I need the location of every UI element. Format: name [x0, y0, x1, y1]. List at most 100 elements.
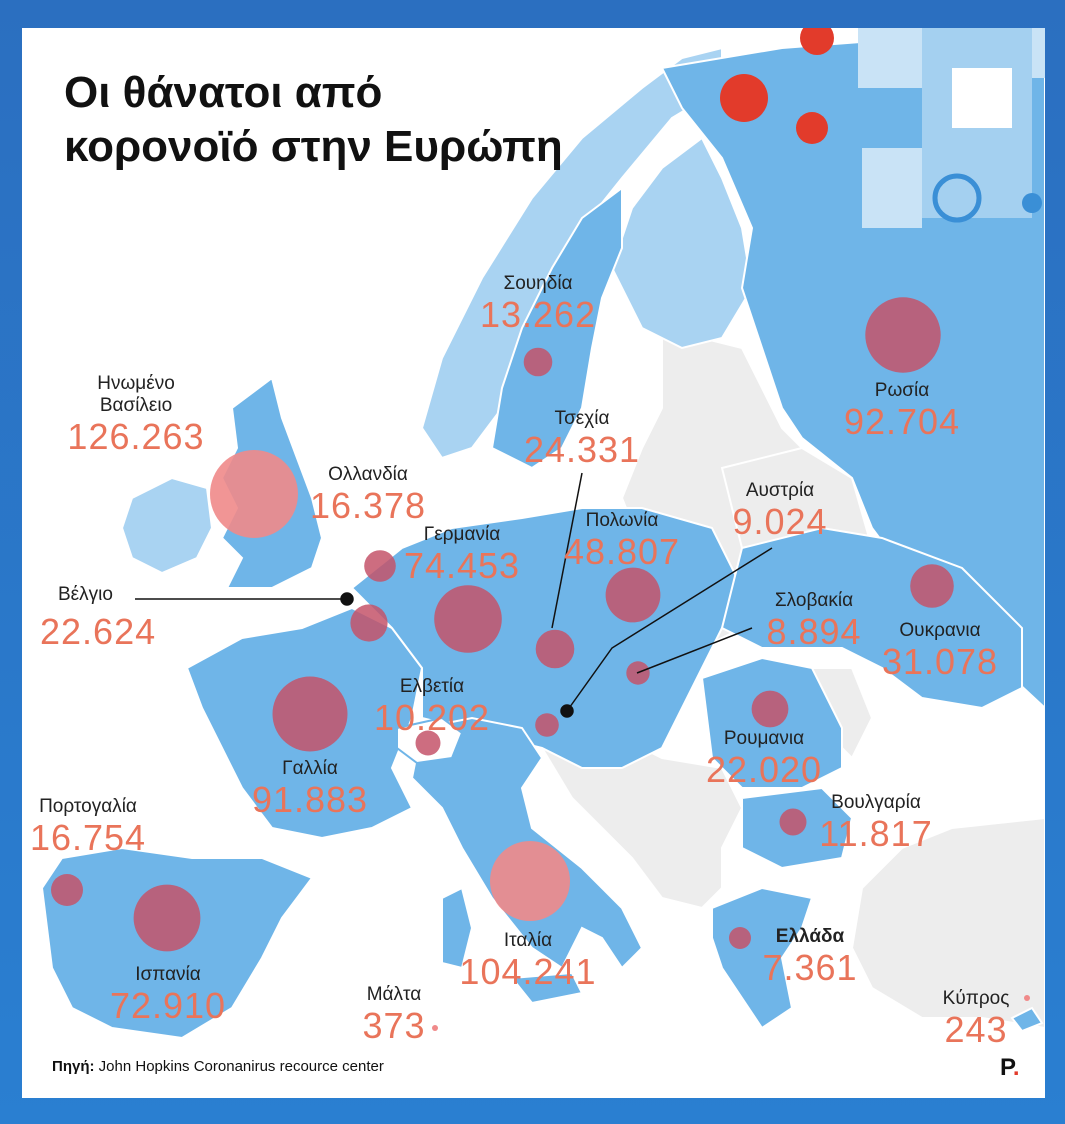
country-name-sweden: Σουηδία	[503, 273, 573, 294]
land-sardinia	[441, 886, 474, 970]
malta-dot	[432, 1025, 438, 1031]
deaths-italy: 104.241	[459, 951, 597, 992]
land-sicily	[510, 971, 584, 1005]
country-name-uk-line1: Ηνωμένο	[97, 373, 175, 394]
doctor-illustration	[858, 28, 1045, 228]
deaths-sweden: 13.262	[479, 294, 597, 335]
label-romania: Ρουμανια 22.020	[644, 728, 884, 790]
label-slovakia: Σλοβακία 8.894	[694, 590, 934, 652]
publisher-logo: P.	[1000, 1054, 1020, 1082]
bubble-ukraine	[910, 564, 954, 608]
land-greece	[711, 886, 814, 1030]
bubble-uk	[210, 450, 298, 538]
country-name-slovakia: Σλοβακία	[774, 590, 854, 611]
deaths-poland: 48.807	[563, 531, 681, 572]
bubble-greece	[729, 927, 751, 949]
label-germany: Γερμανία 74.453	[342, 524, 582, 586]
country-name-spain: Ισπανία	[135, 964, 201, 985]
country-name-ukraine: Ουκρανια	[899, 620, 981, 641]
land-light-ireland	[120, 476, 214, 575]
deaths-ukraine: 31.078	[881, 641, 999, 682]
source-text: John Hopkins Coronanirus recource center	[98, 1058, 384, 1075]
deaths-belgium: 22.624	[40, 611, 157, 652]
label-russia: Ρωσία 92.704	[782, 380, 1022, 442]
country-name-malta: Μάλτα	[366, 984, 422, 1005]
austria-leader-dot	[560, 704, 574, 718]
deaths-russia: 92.704	[843, 401, 961, 442]
label-ukraine: Ουκρανια 31.078	[820, 620, 1045, 682]
bubble-netherlands	[364, 550, 396, 582]
label-cyprus: Κύπρος 243	[856, 988, 1045, 1050]
bubble-russia	[865, 297, 941, 373]
deaths-spain: 72.910	[109, 985, 227, 1026]
label-netherlands: Ολλανδία 16.378	[248, 464, 488, 526]
slovakia-leader-line	[636, 627, 753, 674]
country-name-germany: Γερμανία	[423, 524, 501, 545]
country-name-austria: Αυστρία	[745, 480, 815, 501]
country-name-belgium: Βέλγιο	[58, 584, 113, 605]
country-name-uk-line2: Βασίλειο	[99, 395, 173, 416]
country-name-cyprus: Κύπρος	[942, 988, 1010, 1009]
land-cyprus	[1010, 1006, 1044, 1033]
bubble-bulgaria	[779, 808, 807, 836]
page-title: Οι θάνατοι από κορονοϊό στην Ευρώπη	[64, 66, 684, 174]
bubble-romania	[751, 690, 789, 728]
country-name-netherlands: Ολλανδία	[328, 464, 408, 485]
label-france: Γαλλία 91.883	[190, 758, 430, 820]
deaths-uk: 126.263	[67, 416, 205, 457]
deaths-slovakia: 8.894	[766, 611, 862, 652]
label-greece: Ελλάδα 7.361	[690, 926, 930, 988]
deaths-czechia: 24.331	[523, 429, 641, 470]
deaths-netherlands: 16.378	[309, 485, 427, 526]
label-portugal: Πορτογαλία 16.754	[22, 796, 208, 858]
cyprus-dot	[1024, 995, 1030, 1001]
country-name-italy: Ιταλία	[503, 930, 553, 951]
europe-map	[40, 28, 1045, 1040]
country-name-bulgaria: Βουλγαρία	[831, 792, 921, 813]
bubble-poland	[605, 567, 661, 623]
country-name-portugal: Πορτογαλία	[39, 796, 137, 817]
map-stage: Οι θάνατοι από κορονοϊό στην Ευρώπη Ηνωμ…	[22, 28, 1045, 1098]
virus-icons	[720, 28, 834, 144]
deaths-portugal: 16.754	[29, 817, 147, 858]
bubble-germany	[434, 585, 502, 653]
deaths-france: 91.883	[251, 779, 369, 820]
label-poland: Πολωνία 48.807	[502, 510, 742, 572]
country-name-france: Γαλλία	[282, 758, 338, 779]
austria-leader-line	[566, 547, 773, 712]
belgium-leader-dot	[340, 592, 354, 606]
label-belgium-value: 22.624	[40, 612, 280, 652]
source-note: Πηγή: John Hopkins Coronanirus recource …	[52, 1058, 384, 1075]
country-name-poland: Πολωνία	[585, 510, 659, 531]
deaths-bulgaria: 11.817	[819, 813, 933, 854]
source-label: Πηγή:	[52, 1058, 95, 1075]
deaths-austria: 9.024	[732, 501, 828, 542]
deaths-malta: 373	[362, 1005, 426, 1046]
bubble-sweden	[523, 347, 553, 377]
label-czechia: Τσεχία 24.331	[462, 408, 702, 470]
bubble-austria	[535, 713, 559, 737]
country-name-romania: Ρουμανια	[723, 728, 805, 749]
bubble-czechia	[535, 629, 575, 669]
label-sweden: Σουηδία 13.262	[418, 273, 658, 335]
deaths-romania: 22.020	[705, 749, 823, 790]
deaths-cyprus: 243	[944, 1009, 1008, 1050]
death-bubbles	[51, 297, 954, 952]
bubble-france	[272, 676, 348, 752]
country-name-czechia: Τσεχία	[554, 408, 610, 429]
bubble-portugal	[51, 874, 83, 906]
bubble-italy	[490, 841, 570, 921]
country-name-russia: Ρωσία	[874, 380, 930, 401]
title-line-2: κορονοϊό στην Ευρώπη	[64, 122, 563, 171]
logo-dot: .	[1012, 1054, 1020, 1081]
label-belgium: Βέλγιο	[58, 584, 298, 606]
bubble-spain	[133, 884, 201, 952]
land-sweden	[490, 186, 623, 470]
land-other-turkey	[850, 816, 1045, 1030]
label-bulgaria: Βουλγαρία 11.817	[756, 792, 996, 854]
country-name-switzerland: Ελβετία	[399, 676, 465, 697]
country-name-greece: Ελλάδα	[775, 926, 845, 947]
label-austria: Αυστρία 9.024	[660, 480, 900, 542]
bubble-switzerland	[415, 730, 441, 756]
label-malta: Μάλτα 373	[274, 984, 514, 1046]
